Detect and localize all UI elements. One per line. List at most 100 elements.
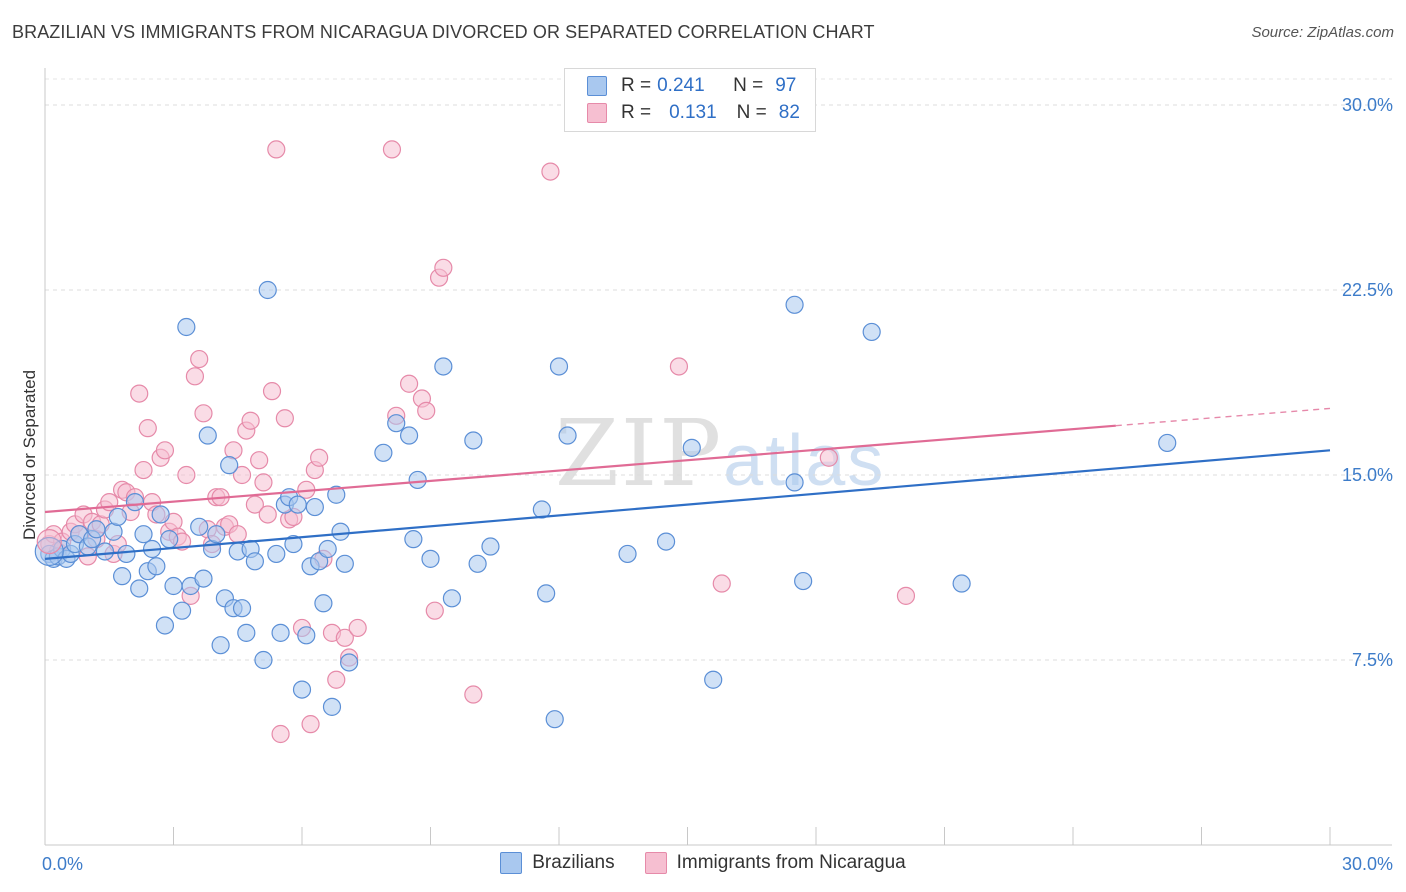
r-value: 0.241: [657, 75, 705, 96]
y-tick-label: 15.0%: [1342, 465, 1393, 485]
y-tick-label: 22.5%: [1342, 280, 1393, 300]
nicaragua-point: [232, 465, 252, 485]
brazilians-point: [794, 571, 813, 591]
brazilians-point: [87, 520, 106, 539]
nicaragua-point: [382, 140, 402, 159]
brazilians-point: [656, 532, 676, 551]
nicaragua-point: [194, 404, 213, 423]
brazilians-point: [322, 697, 342, 716]
nicaragua-point: [348, 618, 367, 638]
brazilians-point: [305, 497, 324, 517]
brazilians-point: [117, 544, 136, 564]
brazilians-point: [237, 623, 256, 642]
brazilians-point: [421, 549, 440, 568]
brazilians-point: [160, 530, 179, 549]
brazilians-point: [682, 438, 701, 457]
n-value: 82: [778, 102, 800, 123]
axes: [44, 68, 1392, 846]
nicaragua-point: [250, 451, 269, 470]
brazilians-point: [190, 517, 209, 536]
nicaragua-point: [541, 162, 560, 181]
brazilians-point: [164, 576, 183, 596]
legend-label-brazilians: Brazilians: [532, 852, 615, 873]
nicaragua-point: [254, 473, 273, 492]
brazilians-point: [112, 567, 132, 586]
grid-lines: [45, 78, 1392, 661]
brazilians-point: [267, 544, 286, 564]
r-label: R =: [621, 102, 652, 123]
brazilians-trend-line: [44, 449, 1331, 560]
source-label: Source: ZipAtlas.com: [1251, 24, 1394, 41]
nicaragua-trend-line: [44, 424, 1116, 514]
brazilians-point: [318, 539, 337, 559]
brazilians-point: [134, 525, 153, 544]
nicaragua-point: [417, 401, 436, 420]
nicaragua-point: [712, 574, 731, 593]
chart-title: BRAZILIAN VS IMMIGRANTS FROM NICARAGUA D…: [12, 22, 875, 42]
brazilians-point: [254, 650, 273, 670]
y-tick-label: 30.0%: [1342, 95, 1393, 115]
legend-bottom: Brazilians Immigrants from Nicaragua: [0, 852, 1406, 874]
brazilians-point: [1158, 433, 1177, 453]
brazilians-point: [340, 653, 359, 672]
brazilians-point: [314, 594, 333, 613]
n-value: 97: [775, 75, 797, 96]
nicaragua-point: [267, 140, 286, 159]
brazilians-point: [387, 414, 406, 433]
brazilians-point: [95, 542, 115, 561]
nicaragua-point: [896, 586, 916, 605]
brazilians-point: [464, 431, 483, 450]
nicaragua-point: [327, 670, 346, 689]
r-label: R =: [621, 75, 652, 96]
brazilians-point: [785, 473, 804, 492]
trend-lines: [44, 407, 1331, 560]
nicaragua-point: [262, 382, 282, 401]
nicaragua-point: [228, 525, 247, 544]
nicaragua-point: [434, 258, 453, 277]
brazilians-point: [177, 317, 196, 337]
brazilians-point: [704, 670, 723, 689]
brazilians-point: [288, 495, 307, 514]
y-axis-label: Divorced or Separated: [20, 369, 39, 541]
brazilians-point: [468, 554, 487, 573]
brazilians-point: [108, 507, 127, 527]
brazilians-point: [198, 426, 217, 445]
brazilians-point: [618, 544, 637, 564]
nicaragua-point: [335, 628, 354, 647]
brazilians-point: [558, 426, 577, 445]
x-tick-label: 0.0%: [42, 854, 83, 874]
brazilians-point: [442, 589, 462, 608]
brazilians-point: [207, 525, 226, 544]
legend-row-brazilians: R = 0.241 N = 97: [587, 73, 796, 99]
brazilians-point: [532, 500, 551, 519]
nicaragua-point: [190, 349, 209, 369]
legend-stats: R = 0.241 N = 97 R = 0.131 N = 82: [564, 68, 816, 132]
brazilians-point: [292, 680, 312, 699]
brazilians-point: [245, 552, 264, 571]
nicaragua-point: [425, 601, 444, 620]
nicaragua-point: [301, 715, 320, 734]
brazilians-point: [545, 710, 564, 729]
x-tick-label: 30.0%: [1342, 854, 1393, 874]
brazilians-point: [125, 493, 145, 512]
nicaragua-point: [241, 411, 260, 430]
brazilians-point: [862, 322, 881, 342]
brazilians-point: [408, 470, 427, 490]
nicaragua-point: [271, 724, 290, 744]
nicaragua-swatch: [644, 852, 667, 874]
tick-labels: 7.5% 15.0% 22.5% 30.0% 0.0% 30.0%: [42, 95, 1393, 874]
legend-item-nicaragua: Immigrants from Nicaragua: [644, 852, 906, 874]
legend-row-nicaragua: R = 0.131 N = 82: [587, 100, 800, 126]
data-points: [34, 140, 1177, 744]
nicaragua-point: [819, 448, 838, 467]
brazilians-point: [335, 554, 354, 573]
legend-item-brazilians: Brazilians: [500, 852, 615, 874]
legend-label-nicaragua: Immigrants from Nicaragua: [676, 852, 906, 873]
brazilians-point: [310, 552, 329, 571]
brazilians-point: [147, 557, 166, 576]
brazilians-point: [399, 426, 419, 445]
nicaragua-point: [669, 357, 689, 376]
nicaragua-trend-line-extension: [1115, 407, 1331, 427]
r-value: 0.131: [669, 102, 717, 123]
